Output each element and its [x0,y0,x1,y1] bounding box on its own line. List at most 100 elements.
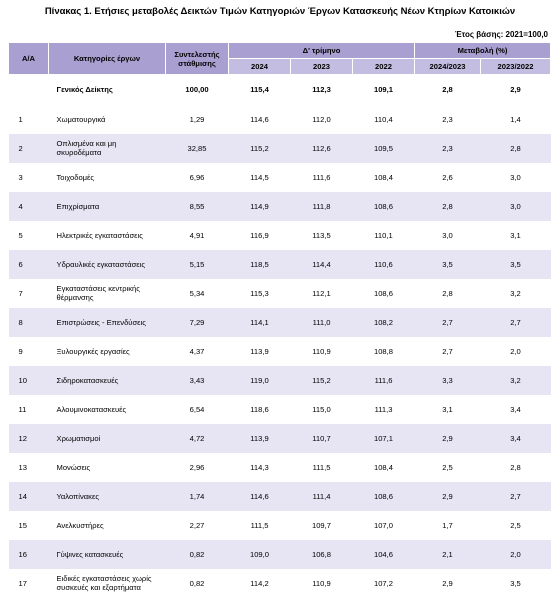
value-cell: 114,2 [250,578,269,588]
value-cell: 112,6 [312,143,331,153]
header-cell: Κατηγορίες έργων [48,42,166,75]
value-cell: 7,29 [189,317,205,327]
value-cell: 114,5 [250,172,269,182]
value-cell: 2,5 [510,520,521,530]
value-cell: 109,7 [311,520,331,530]
category-cell: Ανελκυστήρες [56,520,104,530]
value-cell: 110,9 [312,346,331,356]
value-cell: 100,00 [185,85,209,95]
value-cell: 2,1 [442,549,453,559]
category-cell: Γενικός Δείκτης [56,85,113,95]
value-cell: 2,0 [510,549,521,559]
category-cell: Χωματουργικά [56,114,106,124]
category-cell: Ηλεκτρικές εγκαταστάσεις [56,230,143,240]
index-cell: 11 [18,404,27,414]
value-cell: 2,27 [189,520,205,530]
index-cell: 17 [18,578,27,588]
value-cell: 110,4 [374,114,393,124]
index-cell: 10 [18,375,27,385]
value-cell: 110,9 [312,578,331,588]
value-cell: 108,4 [373,462,393,472]
value-cell: 3,3 [442,375,453,385]
data-row: 1 Χωματουργικά 1,29 114,6 112,0 110,4 2,3 1,4 [9,105,551,134]
base-note: Έτος βάσης: 2021=100,0 [454,30,548,39]
value-cell: 2,7 [510,491,521,501]
value-cell: 2,5 [442,462,453,472]
value-cell: 108,6 [373,288,393,298]
value-cell: 108,4 [373,172,393,182]
value-cell: 109,0 [249,549,269,559]
value-cell: 111,6 [312,172,331,182]
category-cell: Μονώσεις [56,462,91,472]
value-cell: 112,3 [312,85,331,95]
header-cell: 2023 [290,58,353,75]
value-cell: 3,5 [510,578,521,588]
value-cell: 115,2 [312,375,331,385]
header-cell: Μεταβολή (%) [414,42,551,59]
value-cell: 2,8 [442,201,453,211]
data-row: 13 Μονώσεις 2,96 114,3 111,5 108,4 2,5 2,8 [9,453,551,482]
value-cell: 114,1 [250,317,269,327]
value-cell: 114,4 [312,259,331,269]
header-cell: 2024 [228,58,291,75]
value-cell: 2,8 [442,85,453,95]
data-row: 8 Επιστρώσεις - Επενδύσεις 7,29 114,1 111,0 1… [8,307,551,337]
data-row: 5 Ηλεκτρικές εγκαταστάσεις 4,91 116,9 113,5 1… [9,221,551,250]
value-cell: 3,0 [442,230,453,240]
value-cell: 3,1 [510,230,521,240]
value-cell: 3,2 [510,288,521,298]
value-cell: 114,9 [250,201,269,211]
data-row: 9 Ξυλουργικές εργασίες 4,37 113,9 110,9 108,8… [9,337,551,366]
value-cell: 3,0 [510,201,521,211]
value-cell: 1,29 [189,114,205,124]
index-cell: 16 [18,549,27,559]
value-cell: 114,6 [250,114,269,124]
value-cell: 5,15 [189,259,205,269]
category-cell: Τοιχοδομές [56,172,95,182]
category-cell: Χρωματισμοί [56,433,101,443]
value-cell: 116,9 [250,230,269,240]
general-row: Γενικός Δείκτης 100,00 115,4 112,3 109,1 2,8 2… [9,75,551,105]
category-cell: Αλουμινοκατασκευές [56,404,127,414]
value-cell: 2,7 [510,317,521,327]
value-cell: 111,0 [312,317,331,327]
value-cell: 3,5 [510,259,521,269]
data-row: 15 Ανελκυστήρες 2,27 111,5 109,7 107,0 1,7 2,5 [9,511,551,540]
data-row: 11 Αλουμινοκατασκευές 6,54 118,6 115,0 111,3 3… [9,395,551,424]
value-cell: 113,9 [250,346,269,356]
value-cell: 2,3 [442,143,453,153]
data-row: 4 Επιχρίσματα 8,55 114,9 111,8 108,6 2,8 3,0 [8,191,551,221]
title: Πίνακας 1. Ετήσιες μεταβολές Δεικτών Τιμ… [44,6,516,17]
value-cell: 113,9 [250,433,269,443]
data-row: 7 Εγκαταστάσεις κεντρικής θέρμανσης 5,34 11… [9,279,551,308]
value-cell: 115,2 [250,143,269,153]
header-cell: Συντελεστής στάθμισης [165,42,229,75]
value-cell: 4,72 [189,433,205,443]
header-row: 2024 2023 2022 2024/2023 2023/2022 [9,58,551,75]
value-cell: 1,7 [442,520,453,530]
header-cell: 2022 [352,58,415,75]
value-cell: 115,3 [250,288,269,298]
data-row: 14 Υαλοπίνακες 1,74 114,6 111,4 108,6 2,9 2,7 [8,481,551,511]
index-cell: 2 [18,143,23,153]
value-cell: 1,74 [189,491,205,501]
value-cell: 3,0 [510,172,521,182]
data-row: 10 Σιδηροκατασκευές 3,43 119,0 115,2 111,6 3,3… [8,365,551,395]
data-row: 12 Χρωματισμοί 4,72 113,9 110,7 107,1 2,9 3,4 [8,423,551,453]
value-cell: 0,82 [189,578,205,588]
category-cell: Εγκαταστάσεις κεντρικής θέρμανσης [56,284,140,302]
value-cell: 106,8 [311,549,331,559]
data-row: 16 Γύψινες κατασκευές 0,82 109,0 106,8 104,6 2… [8,539,551,569]
index-cell: 14 [18,491,27,501]
value-cell: 2,6 [442,172,453,182]
value-cell: 110,6 [374,259,393,269]
category-cell: Επιστρώσεις - Επενδύσεις [56,317,146,327]
value-cell: 111,8 [312,201,331,211]
index-cell: 1 [18,114,23,124]
index-cell: 13 [18,462,27,472]
value-cell: 3,2 [510,375,521,385]
value-cell: 4,37 [189,346,205,356]
index-cell: 5 [18,230,23,240]
index-cell: 7 [18,288,23,298]
